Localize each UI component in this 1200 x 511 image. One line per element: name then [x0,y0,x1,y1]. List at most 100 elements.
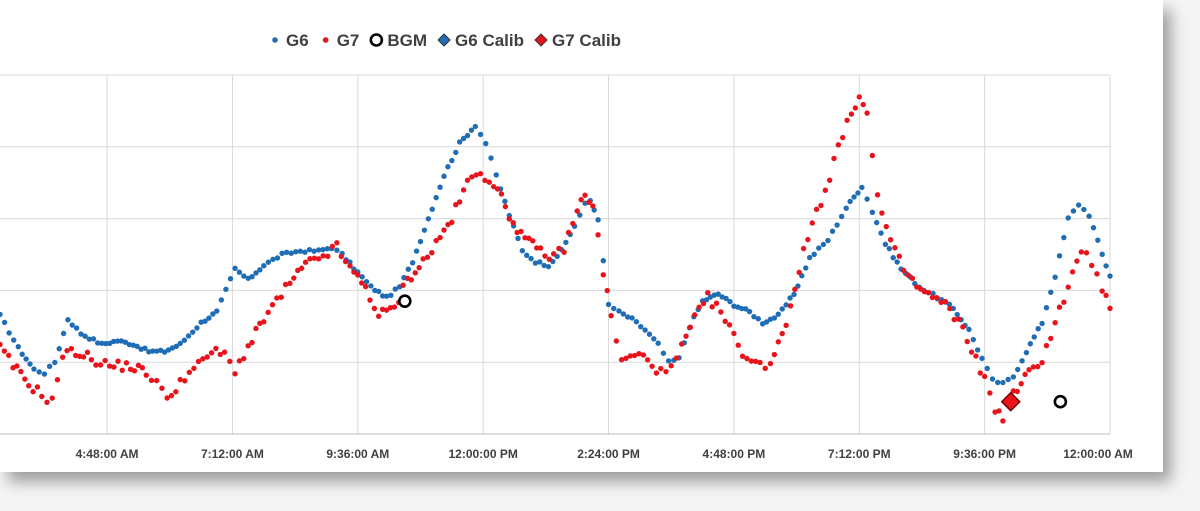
data-point-g6 [359,274,365,280]
data-point-g7 [678,341,685,347]
data-point-g6 [1065,215,1071,221]
data-point-g7 [64,347,70,354]
data-point-g7 [39,393,45,400]
data-point-g7 [102,357,108,364]
data-point-g6 [210,311,216,317]
data-point-g6 [417,238,424,245]
data-point-g7 [111,364,117,370]
data-point-g6 [190,329,196,335]
data-point-g7 [371,305,378,312]
x-tick-label: 12:00:00 AM [1063,447,1133,461]
data-point-g7 [68,345,75,352]
data-point-g6 [150,348,156,354]
data-point-g6 [31,366,37,372]
data-point-g7 [80,354,87,360]
data-point-g6 [984,365,990,372]
data-point-g6 [1061,234,1067,241]
data-point-g7 [362,283,369,290]
data-point-g6 [46,363,53,370]
x-tick-labels: 4:48:00 AM 7:12:00 AM 9:36:00 AM 12:00:00 P… [76,447,1133,461]
data-point-g7 [1056,304,1063,310]
data-point-g7 [574,208,580,214]
data-point-g7 [668,363,674,369]
data-point-g7 [600,272,607,278]
data-point-g7 [26,383,32,389]
data-point-g7 [792,286,798,293]
data-point-g7 [453,202,459,208]
data-point-g6 [806,254,813,261]
data-point-g6 [464,132,471,139]
data-point-g6 [27,361,33,367]
data-point-g6 [1090,225,1097,231]
data-point-g7 [1043,342,1050,349]
data-point-g7 [253,325,259,332]
data-point-g6 [302,249,308,255]
data-point-g6 [1056,253,1063,259]
data-point-g6 [1027,341,1034,347]
data-point-g7 [1065,284,1071,290]
data-point-g7 [1061,299,1067,305]
x-tick-label: 7:12:00 AM [201,447,264,461]
data-point-g7 [934,294,940,301]
data-point-g6 [742,306,749,312]
data-point-g6 [99,340,105,346]
data-point-g6 [223,286,229,293]
data-point-g6 [78,331,84,337]
data-point-g6 [803,265,809,271]
data-point-g7 [925,289,932,296]
data-point-g7 [1039,360,1045,366]
data-point-g7 [437,234,443,241]
data-point-g7 [351,269,357,275]
data-point-g6 [838,213,845,220]
data-point-g7 [537,245,544,251]
data-point-g6 [306,246,313,253]
data-point-g7 [1078,249,1084,255]
data-point-g6 [283,249,290,255]
data-point-g6 [441,173,447,179]
data-point-g7 [578,196,584,203]
legend-ring-marker [369,33,384,47]
data-point-g7 [831,155,837,162]
data-point-g7 [883,223,889,230]
data-point-g6 [376,288,382,295]
data-point-g7 [683,333,689,339]
data-point-g6 [265,259,272,265]
data-point-g6 [472,123,479,130]
data-point-g7 [320,253,326,259]
data-point-g7 [1022,371,1028,378]
data-point-g7 [311,255,317,261]
data-point-g6 [873,219,880,226]
data-point-g6 [825,237,831,244]
data-point-g6 [19,351,25,357]
data-point-g7 [1035,363,1041,370]
data-point-g6 [477,131,484,138]
data-point-g6 [755,316,761,322]
data-point-g7 [1107,305,1113,312]
data-point-g6 [638,323,644,330]
data-point-g6 [206,315,212,321]
series-g7 [0,94,1113,424]
data-point-g7 [464,177,471,183]
data-point-g7 [570,220,576,227]
data-point-g6 [890,255,896,261]
data-point-g6 [651,336,657,342]
data-point-g6 [864,196,870,202]
data-point-g6 [437,184,443,190]
data-point-g7 [1083,250,1090,256]
data-point-g7 [1103,292,1109,299]
legend-diamond-marker [437,33,451,47]
data-point-g6 [324,246,331,252]
data-point-g6 [1031,334,1037,340]
data-point-g6 [257,267,263,273]
data-point-g7 [213,345,219,352]
data-point-g6 [449,157,455,164]
data-point-g6 [979,355,985,362]
data-point-g7 [692,312,698,318]
data-point-g6 [1099,251,1105,258]
data-point-g7 [315,256,322,262]
data-point-g6 [779,306,785,312]
legend-item: G7 Calib [534,31,621,50]
legend-label: G7 [337,31,360,50]
data-point-g6 [214,308,220,314]
data-point-g6 [811,251,817,258]
